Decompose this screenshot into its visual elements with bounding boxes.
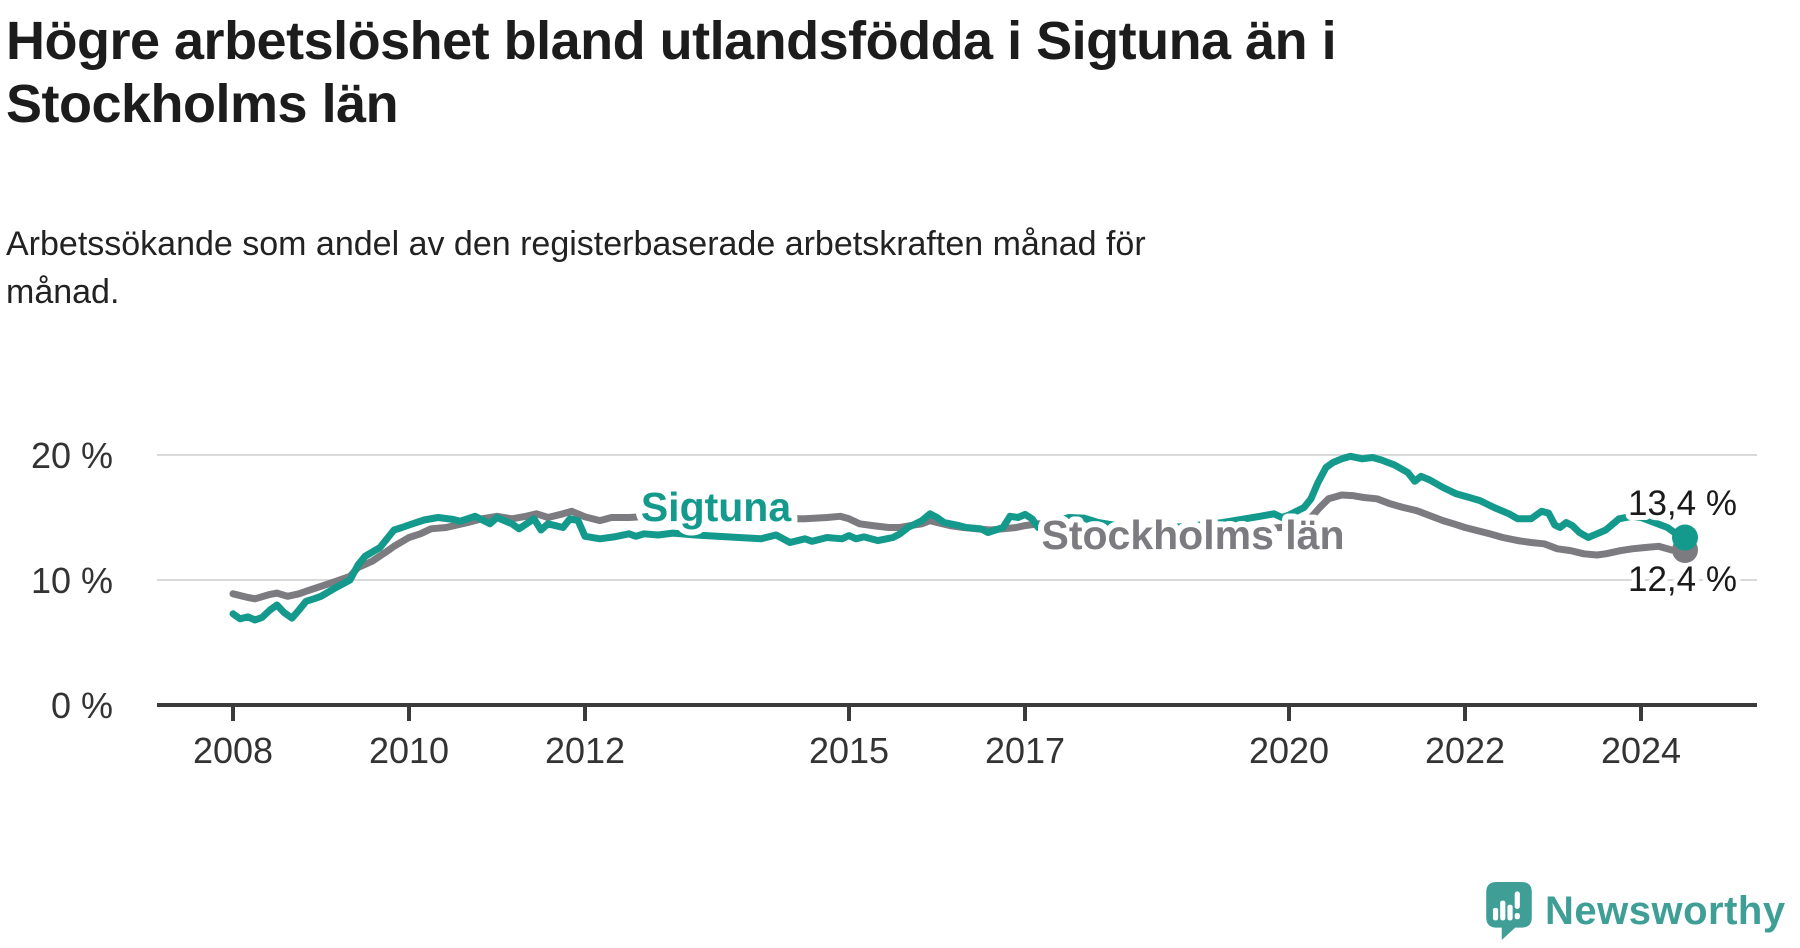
- newsworthy-logo: Newsworthy: [1486, 882, 1786, 940]
- x-axis-label-2015: 2015: [809, 730, 889, 771]
- end-value-label-Stockholms län: 12,4 %: [1628, 560, 1737, 599]
- headline: Högre arbetslöshet bland utlandsfödda i …: [6, 10, 1337, 136]
- newsworthy-logo-icon: [1486, 882, 1532, 940]
- x-axis-label-2012: 2012: [545, 730, 625, 771]
- x-axis-label-2010: 2010: [369, 730, 449, 771]
- series-line-Stockholms län: [229, 491, 1689, 603]
- x-axis-label-2020: 2020: [1249, 730, 1329, 771]
- x-axis-label-2022: 2022: [1425, 730, 1505, 771]
- x-axis-label-2008: 2008: [193, 730, 273, 771]
- exclamation-stalk: [1514, 891, 1520, 909]
- series-label-Stockholms län: Stockholms län: [1041, 512, 1344, 558]
- chart-subtitle: Arbetssökande som andel av den registerb…: [6, 220, 1146, 316]
- y-axis-label-0: 0 %: [51, 685, 113, 726]
- headline-line-2: Stockholms län: [6, 74, 399, 134]
- bar-chart-glyph: [1492, 891, 1520, 921]
- y-axis-label-10: 10 %: [31, 560, 113, 601]
- subtitle-line-2: månad.: [6, 273, 120, 311]
- end-value-label-Sigtuna: 13,4 %: [1628, 484, 1737, 523]
- series-label-Sigtuna: Sigtuna: [641, 484, 793, 530]
- subtitle-line-1: Arbetssökande som andel av den registerb…: [6, 225, 1146, 263]
- series-line-Sigtuna: [229, 452, 1689, 624]
- x-axis-label-2017: 2017: [985, 730, 1065, 771]
- headline-line-1: Högre arbetslöshet bland utlandsfödda i …: [6, 11, 1337, 71]
- x-axis-label-2024: 2024: [1601, 730, 1681, 771]
- series-endpoint-Sigtuna: [1672, 524, 1698, 551]
- y-axis-label-20: 20 %: [31, 435, 113, 476]
- newsworthy-logo-text: Newsworthy: [1545, 888, 1786, 933]
- exclamation-dot: [1514, 913, 1520, 920]
